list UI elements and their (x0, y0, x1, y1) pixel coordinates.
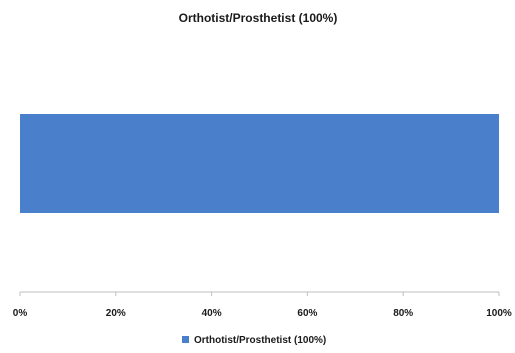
legend-swatch (182, 336, 189, 343)
legend-label: Orthotist/Prosthetist (100%) (194, 335, 326, 346)
x-tick-label: 80% (393, 308, 413, 319)
chart-title: Orthotist/Prosthetist (100%) (179, 11, 338, 25)
x-tick-label: 40% (202, 308, 222, 319)
x-tick-label: 60% (297, 308, 317, 319)
bar-0 (20, 114, 499, 213)
bar-group (20, 114, 499, 213)
x-axis-ticks: 0% 20% 40% 60% 80% 100% (13, 292, 512, 319)
x-tick-label: 0% (13, 308, 28, 319)
legend: Orthotist/Prosthetist (100%) (182, 335, 326, 346)
x-tick-label: 20% (106, 308, 126, 319)
x-tick-label: 100% (486, 308, 512, 319)
